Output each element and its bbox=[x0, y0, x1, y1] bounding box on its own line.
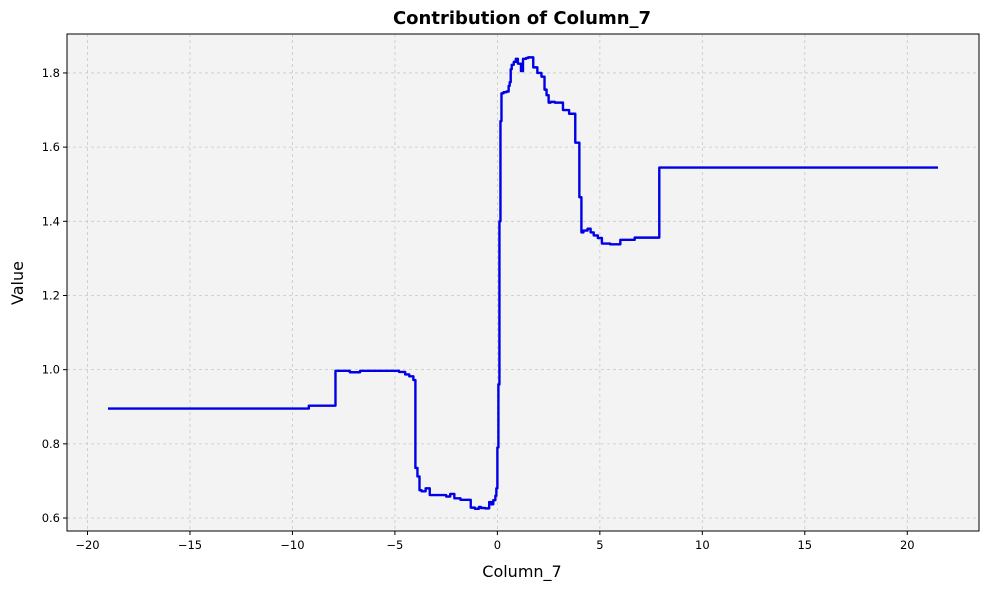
x-axis-ticks: −20 −15 −10 −5 0 5 10 15 20 bbox=[75, 531, 915, 552]
y-tick-label: 1.8 bbox=[42, 66, 60, 80]
series-layer bbox=[107, 56, 939, 510]
x-tick-label: 10 bbox=[695, 538, 710, 552]
y-tick-label: 0.8 bbox=[42, 437, 60, 451]
y-tick-label: 0.6 bbox=[42, 511, 60, 525]
chart-title: Contribution of Column_7 bbox=[393, 8, 651, 29]
x-tick-label: 20 bbox=[900, 538, 915, 552]
y-tick-label: 1.6 bbox=[42, 140, 60, 154]
y-tick-label: 1.0 bbox=[42, 363, 60, 377]
x-tick-label: 5 bbox=[596, 538, 603, 552]
x-axis-label: Column_7 bbox=[482, 562, 561, 582]
plot-area bbox=[67, 34, 979, 531]
x-tick-label: −10 bbox=[280, 538, 304, 552]
y-tick-label: 1.4 bbox=[42, 214, 60, 228]
x-tick-label: −5 bbox=[386, 538, 403, 552]
x-tick-label: 15 bbox=[797, 538, 812, 552]
y-tick-label: 1.2 bbox=[42, 288, 60, 302]
y-axis-label: Value bbox=[8, 261, 27, 305]
series-line bbox=[107, 56, 939, 510]
x-tick-label: −15 bbox=[178, 538, 202, 552]
plot-frame bbox=[66, 33, 980, 532]
y-axis-ticks: 0.6 0.8 1.0 1.2 1.4 1.6 1.8 bbox=[42, 66, 67, 525]
x-tick-label: 0 bbox=[494, 538, 501, 552]
x-tick-label: −20 bbox=[75, 538, 99, 552]
grid-lines bbox=[67, 34, 979, 531]
